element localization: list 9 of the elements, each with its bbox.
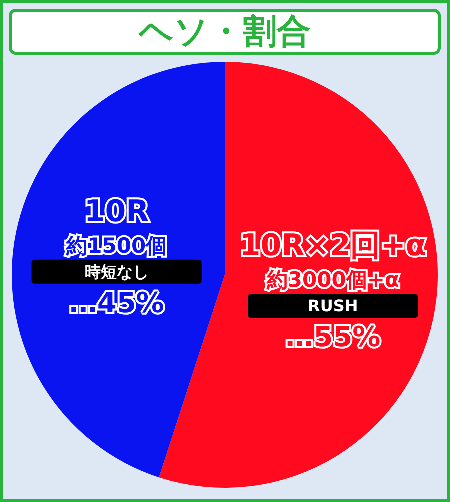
text: 10R×2回+α (240, 228, 426, 264)
slice-label: RUSH (308, 296, 358, 316)
text: 約3000個+α (266, 268, 400, 292)
text: 約1500個 (66, 234, 168, 258)
text: 10R (84, 194, 150, 230)
slice-label: 時短なし (84, 262, 149, 282)
data-label: …45% (69, 286, 164, 320)
chart-title: ヘソ・割合 (9, 9, 441, 55)
data-label: …55% (286, 320, 381, 354)
